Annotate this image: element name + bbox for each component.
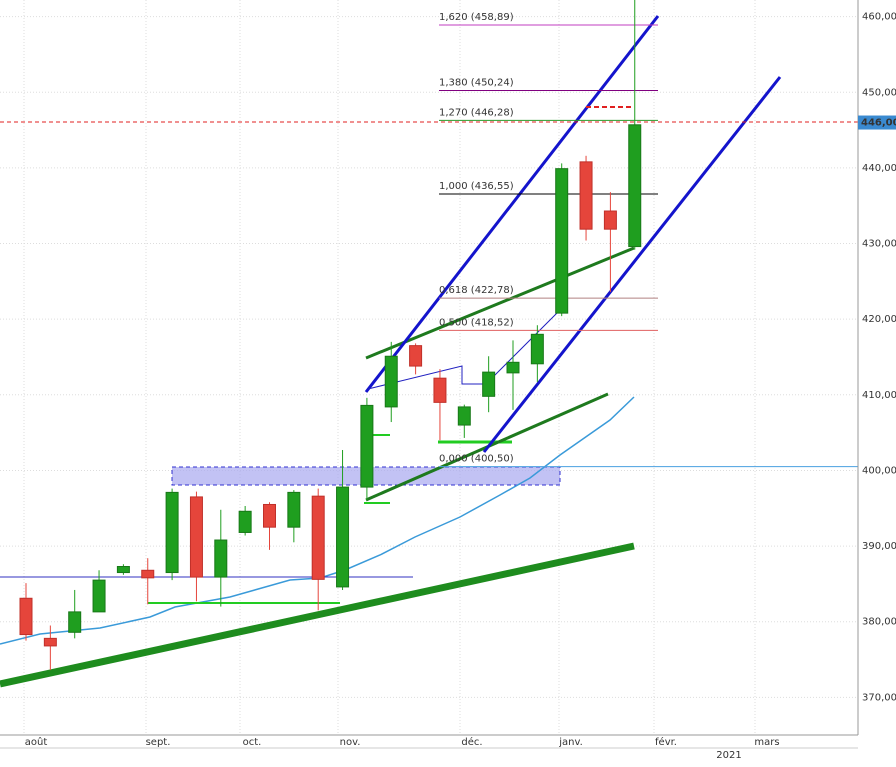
price-axis	[858, 0, 896, 763]
trendline	[365, 246, 635, 360]
candle-body	[311, 495, 325, 580]
candle-body	[360, 404, 374, 488]
y-tick-label: 400,00	[862, 465, 896, 476]
last-price-tag	[858, 115, 896, 130]
y-tick-label: 420,00	[862, 314, 896, 325]
y-tick-label: 430,00	[862, 239, 896, 250]
candle-body	[433, 377, 447, 403]
candle-body	[530, 333, 544, 365]
x-tick-label: oct.	[243, 737, 262, 748]
candle-body	[238, 510, 252, 533]
trendline	[0, 542, 635, 688]
fib-label: 1,270 (446,28)	[439, 107, 514, 118]
x-tick-label: août	[25, 736, 48, 748]
x-tick-label: déc.	[461, 736, 482, 748]
y-tick-label: 410,00	[862, 390, 896, 401]
trendline	[364, 15, 660, 393]
candle-body	[409, 345, 423, 367]
time-axis	[0, 735, 858, 763]
grid	[0, 0, 858, 735]
x-tick-label: nov.	[340, 737, 361, 748]
candle-body	[263, 503, 276, 528]
candle-body	[19, 597, 33, 636]
y-tick-label: 460,00	[862, 12, 896, 23]
fib-label: 0,500 (418,52)	[439, 317, 514, 328]
trendline	[482, 76, 782, 453]
candle-body	[336, 486, 350, 588]
candle-body	[116, 565, 130, 574]
axes: 370,00 380,00 390,00 400,00 410,00 420,00 430,…	[25, 12, 896, 748]
year-label: 2021	[716, 750, 741, 761]
x-tick-label: févr.	[655, 736, 677, 748]
fib-label: 1,380 (450,24)	[439, 77, 514, 88]
y-tick-label: 380,00	[862, 617, 896, 628]
candle-body	[165, 491, 179, 574]
y-tick-label: 370,00	[862, 692, 896, 703]
candle-body	[189, 496, 203, 578]
candle-body	[287, 491, 301, 528]
fib-label: 0,000 (400,50)	[439, 454, 514, 465]
fibonacci: 1,620 (458,89) 1,380 (450,24) 1,270 (446,2…	[439, 12, 880, 468]
y-tick-label: 440,00	[862, 163, 896, 174]
fib-label: 1,620 (458,89)	[439, 12, 514, 23]
candle-body	[457, 406, 471, 426]
fib-label: 0,618 (422,78)	[439, 285, 514, 296]
candle-body	[628, 124, 642, 248]
candle-body	[506, 361, 520, 374]
candle-body	[92, 579, 106, 613]
candle-body	[68, 611, 82, 633]
candle-body	[43, 637, 57, 647]
x-tick-label: mars	[754, 737, 779, 748]
y-tick-label: 390,00	[862, 541, 896, 552]
candle-body	[141, 569, 155, 579]
candle-body	[384, 355, 398, 408]
candle-body	[555, 168, 569, 314]
candles	[19, 0, 642, 671]
candle-body	[482, 371, 496, 397]
fib-label: 1,000 (436,55)	[439, 181, 514, 192]
candle-body	[579, 161, 593, 230]
trendline	[367, 312, 558, 390]
x-tick-label: janv.	[558, 737, 583, 748]
candle-body	[214, 539, 228, 578]
y-tick-label: 450,00	[862, 87, 896, 98]
last-price-label: 446,00	[861, 118, 896, 129]
candle-body	[603, 210, 617, 230]
x-tick-label: sept.	[146, 737, 171, 748]
